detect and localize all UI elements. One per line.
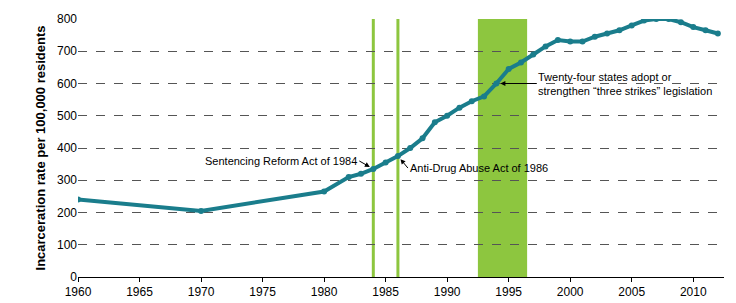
svg-text:2000: 2000 <box>557 285 584 299</box>
svg-text:1990: 1990 <box>434 285 461 299</box>
svg-text:0: 0 <box>70 270 77 284</box>
svg-text:500: 500 <box>57 109 77 123</box>
svg-text:Anti-Drug Abuse Act of 1986: Anti-Drug Abuse Act of 1986 <box>410 162 548 174</box>
svg-text:1960: 1960 <box>65 285 92 299</box>
svg-text:1965: 1965 <box>126 285 153 299</box>
svg-text:2010: 2010 <box>680 285 707 299</box>
svg-text:1975: 1975 <box>249 285 276 299</box>
svg-text:600: 600 <box>57 77 77 91</box>
svg-text:100: 100 <box>57 238 77 252</box>
svg-text:1995: 1995 <box>495 285 522 299</box>
svg-text:Twenty-four states adopt orstr: Twenty-four states adopt orstrengthen “t… <box>538 71 712 97</box>
svg-text:200: 200 <box>57 206 77 220</box>
svg-text:Sentencing Reform Act of 1984: Sentencing Reform Act of 1984 <box>205 155 357 167</box>
svg-text:400: 400 <box>57 141 77 155</box>
svg-text:300: 300 <box>57 173 77 187</box>
svg-text:1985: 1985 <box>372 285 399 299</box>
svg-text:700: 700 <box>57 44 77 58</box>
svg-text:2005: 2005 <box>618 285 645 299</box>
svg-text:800: 800 <box>57 12 77 26</box>
svg-text:1970: 1970 <box>188 285 215 299</box>
svg-text:1980: 1980 <box>311 285 338 299</box>
svg-text:Incarceration rate per 100,000: Incarceration rate per 100,000 residents <box>33 26 48 271</box>
